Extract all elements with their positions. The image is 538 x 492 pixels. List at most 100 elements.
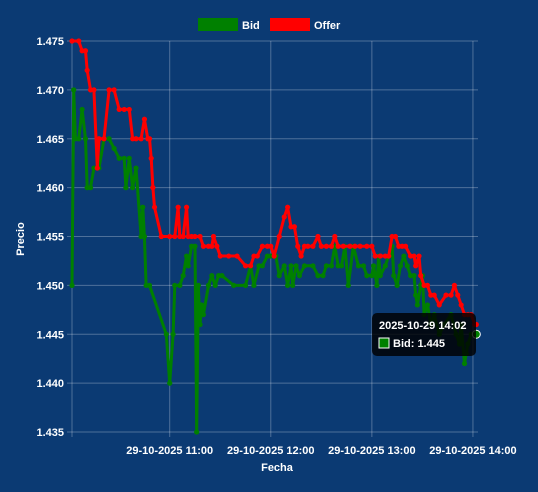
bid-point bbox=[192, 243, 198, 249]
offer-point bbox=[254, 253, 260, 259]
offer-point bbox=[84, 67, 90, 73]
legend-item-offer[interactable]: Offer bbox=[270, 18, 341, 32]
offer-point bbox=[413, 263, 419, 269]
offer-point bbox=[126, 106, 132, 113]
offer-point bbox=[141, 116, 148, 122]
bid-point bbox=[130, 185, 136, 191]
offer-point bbox=[291, 224, 297, 230]
bid-point bbox=[315, 273, 321, 279]
y-tick-label: 1.465 bbox=[36, 134, 64, 146]
offer-point bbox=[455, 292, 461, 298]
bid-point bbox=[288, 263, 294, 269]
bid-point bbox=[391, 273, 397, 279]
offer-point bbox=[281, 214, 287, 220]
bid-point bbox=[320, 273, 326, 279]
legend-item-bid[interactable]: Bid bbox=[198, 18, 260, 32]
offer-point bbox=[418, 273, 424, 279]
bid-point bbox=[404, 263, 410, 269]
bid-point bbox=[170, 331, 176, 337]
bid-point bbox=[364, 273, 370, 279]
x-axis-title: Fecha bbox=[261, 462, 294, 474]
bid-point bbox=[116, 155, 122, 161]
offer-point bbox=[369, 243, 375, 249]
bid-point bbox=[323, 263, 329, 269]
offer-point bbox=[180, 233, 186, 240]
offer-point bbox=[347, 243, 353, 249]
offer-point bbox=[121, 106, 127, 113]
offer-point bbox=[364, 243, 370, 249]
offer-point bbox=[146, 136, 153, 142]
bid-point bbox=[242, 282, 249, 288]
offer-point bbox=[217, 253, 223, 259]
legend-swatch bbox=[198, 18, 238, 31]
offer-point bbox=[96, 136, 102, 142]
offer-point bbox=[175, 204, 181, 210]
bid-point bbox=[394, 282, 400, 288]
bid-point bbox=[195, 282, 201, 288]
x-tick-label: 29-10-2025 14:00 bbox=[429, 445, 516, 457]
offer-point bbox=[416, 253, 422, 259]
bid-point bbox=[82, 136, 89, 142]
bid-point bbox=[251, 282, 257, 288]
bid-point bbox=[111, 145, 117, 152]
offer-point bbox=[234, 253, 240, 259]
offer-point bbox=[285, 204, 291, 210]
offer-point bbox=[436, 302, 442, 308]
offer-point bbox=[148, 155, 154, 161]
offer-point bbox=[335, 243, 341, 249]
bid-point bbox=[461, 360, 468, 367]
offer-point bbox=[310, 243, 316, 249]
legend[interactable]: Bid Offer bbox=[198, 18, 341, 32]
bid-point bbox=[401, 253, 407, 259]
bid-point bbox=[219, 273, 225, 279]
bid-point bbox=[123, 185, 129, 191]
bid-point bbox=[209, 273, 215, 279]
offer-point bbox=[111, 87, 117, 93]
bid-point bbox=[293, 263, 299, 269]
tooltip: 2025-10-29 14:02 Bid: 1.445 bbox=[372, 313, 481, 356]
offer-point bbox=[323, 243, 329, 249]
offer-point bbox=[101, 136, 107, 142]
offer-point bbox=[271, 253, 277, 259]
tooltip-label: Bid: 1.445 bbox=[393, 338, 445, 350]
x-axis-ticks: 29-10-2025 11:00 29-10-2025 12:00 29-10-20… bbox=[126, 445, 516, 457]
offer-point bbox=[116, 106, 122, 113]
bid-point bbox=[411, 273, 417, 279]
series-offer bbox=[69, 38, 479, 328]
offer-point bbox=[133, 136, 139, 142]
bid-point bbox=[345, 282, 351, 288]
bid-point bbox=[397, 263, 404, 269]
offer-point bbox=[106, 87, 112, 93]
y-axis-title: Precio bbox=[15, 222, 27, 256]
bid-point bbox=[185, 263, 191, 269]
bid-point bbox=[106, 136, 112, 142]
offer-point bbox=[268, 243, 274, 249]
offer-point bbox=[458, 302, 464, 308]
offer-point bbox=[298, 253, 304, 259]
offer-point bbox=[172, 233, 178, 240]
bid-point bbox=[177, 282, 183, 288]
bid-point bbox=[338, 263, 345, 269]
bid-point bbox=[301, 263, 308, 269]
x-tick-label: 29-10-2025 13:00 bbox=[328, 445, 415, 457]
offer-point bbox=[451, 282, 458, 288]
offer-point bbox=[210, 233, 217, 240]
offer-point bbox=[226, 253, 232, 259]
offer-point bbox=[295, 243, 301, 249]
y-tick-label: 1.455 bbox=[36, 232, 64, 244]
tooltip-box bbox=[372, 313, 476, 356]
bid-point bbox=[183, 253, 190, 259]
bid-point bbox=[414, 302, 420, 308]
legend-label: Bid bbox=[242, 20, 260, 32]
offer-point bbox=[328, 243, 335, 249]
bid-point bbox=[199, 302, 205, 308]
tooltip-title: 2025-10-29 14:02 bbox=[379, 320, 466, 332]
offer-point bbox=[357, 243, 363, 249]
tooltip-swatch bbox=[378, 337, 390, 349]
offer-point bbox=[392, 233, 399, 240]
offer-point bbox=[91, 87, 97, 93]
bid-point bbox=[79, 106, 85, 113]
offer-point bbox=[318, 243, 324, 249]
legend-label: Offer bbox=[314, 20, 341, 32]
